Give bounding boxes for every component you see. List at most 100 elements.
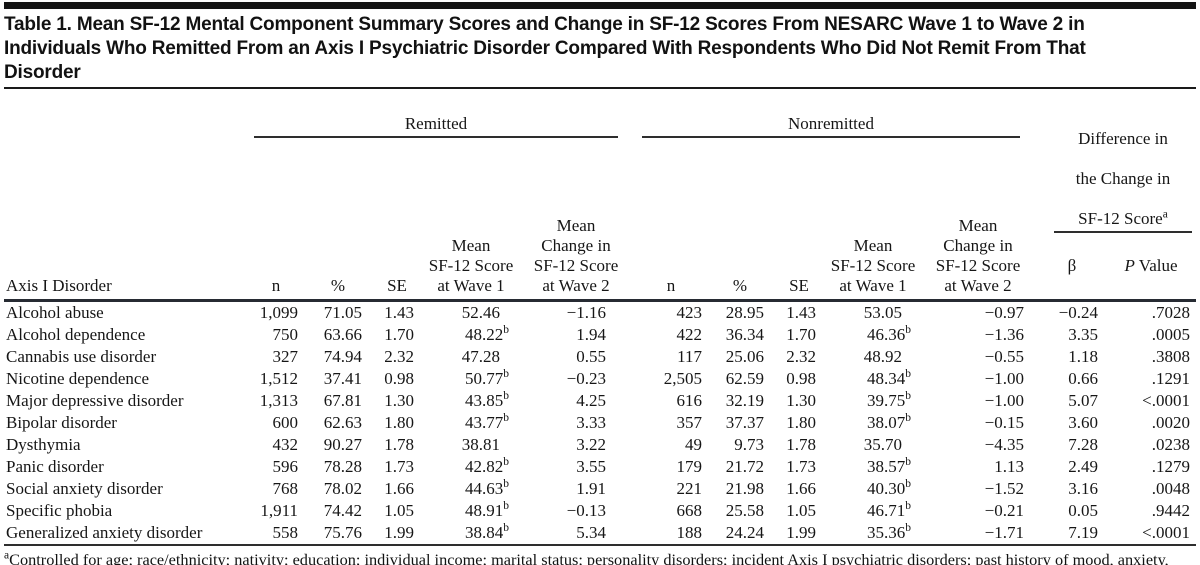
value-cell: .7028 [1151, 303, 1190, 322]
value-cell: 62.59 [725, 369, 764, 388]
value-cell: .1291 [1151, 369, 1190, 388]
value-cell: 1.70 [786, 325, 816, 344]
value-cell: 1.94 [576, 325, 606, 344]
value-cell: 1.05 [384, 501, 414, 520]
footnote-marker-b: b [503, 324, 509, 337]
value-cell: 50.77b [465, 368, 509, 388]
table-row: Alcohol dependence 750 63.66 1.70 48.22b 1.94… [4, 324, 1196, 346]
value-cell: −1.00 [984, 391, 1024, 410]
value-cell: 35.70 [863, 435, 902, 454]
value-cell: .0005 [1151, 325, 1190, 344]
value-cell: <.0001 [1108, 522, 1196, 546]
column-header-row: n % SE Mean SF-12 Score at Wave 1 Mean C… [4, 184, 1196, 303]
value-cell: 596 [272, 457, 299, 476]
footnote-marker-b: b [503, 500, 509, 513]
value-cell: 78.28 [323, 457, 362, 476]
value-cell: 38.57b [867, 456, 911, 476]
value-cell: 1.66 [384, 479, 414, 498]
value-cell: 37.41 [323, 369, 362, 388]
value-cell: 48.34b [867, 368, 911, 388]
value-cell: 32.19 [725, 391, 764, 410]
value-cell: 1.78 [786, 435, 816, 454]
value-cell: 1.30 [384, 391, 414, 410]
footnote-marker-b: b [503, 456, 509, 469]
value-cell: −1.00 [984, 369, 1024, 388]
column-header-nonremitted-wave2: Mean Change in SF-12 Score at Wave 2 [920, 184, 1036, 303]
value-cell: 0.98 [384, 369, 414, 388]
value-cell: 616 [676, 391, 703, 410]
table-title-line: Table 1. Mean SF-12 Mental Component Sum… [4, 14, 1085, 35]
table-row: Nicotine dependence 1,512 37.41 0.98 50.77b −… [4, 368, 1196, 390]
group-header-nonremitted: Nonremitted [642, 114, 1020, 138]
footnote-marker-b: b [503, 412, 509, 425]
value-cell: 1.73 [384, 457, 414, 476]
value-cell: 2.32 [786, 347, 816, 366]
column-header-p-value: P Value [1124, 256, 1178, 275]
value-cell: 43.77b [465, 412, 509, 432]
table-body: Alcohol abuse 1,099 71.05 1.43 52.46 −1.16 423… [4, 301, 1196, 546]
column-header-nonremitted-n: n [634, 184, 708, 303]
value-cell: 3.55 [576, 457, 606, 476]
table-row: Alcohol abuse 1,099 71.05 1.43 52.46 −1.16 423… [4, 301, 1196, 325]
value-cell: 668 [676, 501, 703, 520]
footnote-marker-b: b [905, 368, 911, 381]
value-cell: 71.05 [323, 303, 362, 322]
value-cell: 179 [676, 457, 703, 476]
value-cell: 49 [685, 435, 702, 454]
disorder-label: Dysthymia [6, 435, 81, 454]
column-header-remitted-n: n [246, 184, 306, 303]
column-header-nonremitted-wave1: Mean SF-12 Score at Wave 1 [826, 184, 920, 303]
table-row: Bipolar disorder 600 62.63 1.80 43.77b 3.33 35… [4, 412, 1196, 434]
disorder-label: Cannabis use disorder [6, 347, 157, 366]
value-cell: 5.34 [518, 522, 634, 546]
column-header-remitted-se: SE [370, 184, 424, 303]
value-cell: 25.58 [725, 501, 764, 520]
value-cell: 1.91 [576, 479, 606, 498]
column-header-remitted-pct: % [306, 184, 370, 303]
value-cell: −0.13 [566, 501, 606, 520]
value-cell: 43.85b [465, 390, 509, 410]
value-cell: 1.30 [786, 391, 816, 410]
value-cell: 53.05 [863, 303, 902, 322]
value-cell: −1.52 [984, 479, 1024, 498]
value-cell: 0.66 [1068, 369, 1098, 388]
table-row: Major depressive disorder 1,313 67.81 1.30 4… [4, 390, 1196, 412]
value-cell: 52.46 [461, 303, 500, 322]
table-row: Panic disorder 596 78.28 1.73 42.82b 3.55 179 2… [4, 456, 1196, 478]
value-cell: 78.02 [323, 479, 362, 498]
value-cell: 3.33 [576, 413, 606, 432]
value-cell: .3808 [1151, 347, 1190, 366]
value-cell: 1,512 [259, 369, 298, 388]
value-cell: 39.75b [867, 390, 911, 410]
value-cell: 422 [676, 325, 703, 344]
value-cell: 1.99 [370, 522, 424, 546]
value-cell: −0.55 [984, 347, 1024, 366]
table-row: Social anxiety disorder 768 78.02 1.66 44.63… [4, 478, 1196, 500]
column-header-remitted-wave2: Mean Change in SF-12 Score at Wave 2 [518, 184, 634, 303]
value-cell: 3.16 [1068, 479, 1098, 498]
value-cell: 38.07b [867, 412, 911, 432]
value-cell: −1.36 [984, 325, 1024, 344]
value-cell: 24.24 [708, 522, 772, 546]
value-cell: 1.70 [384, 325, 414, 344]
value-cell: 25.06 [725, 347, 764, 366]
value-cell: .0020 [1151, 413, 1190, 432]
value-cell: 1.13 [994, 457, 1024, 476]
column-header-remitted-wave1: Mean SF-12 Score at Wave 1 [424, 184, 518, 303]
group-header-difference-cell: Difference in the Change in SF-12 Scorea… [1036, 89, 1196, 302]
value-cell: 0.05 [1068, 501, 1098, 520]
value-cell: −1.71 [920, 522, 1036, 546]
value-cell: 46.36b [867, 324, 911, 344]
table-row: Specific phobia 1,911 74.42 1.05 48.91b −0.13… [4, 500, 1196, 522]
disorder-label: Alcohol dependence [6, 325, 146, 344]
value-cell: 1,911 [260, 501, 298, 520]
value-cell: 74.94 [323, 347, 362, 366]
group-header-remitted: Remitted [254, 114, 618, 138]
value-cell: 62.63 [323, 413, 362, 432]
value-cell: .9442 [1151, 501, 1190, 520]
footnote-marker-b: b [905, 390, 911, 403]
value-cell: 2,505 [663, 369, 702, 388]
footnote-marker-b: b [905, 478, 911, 491]
value-cell: 2.32 [384, 347, 414, 366]
value-cell: 0.98 [786, 369, 816, 388]
